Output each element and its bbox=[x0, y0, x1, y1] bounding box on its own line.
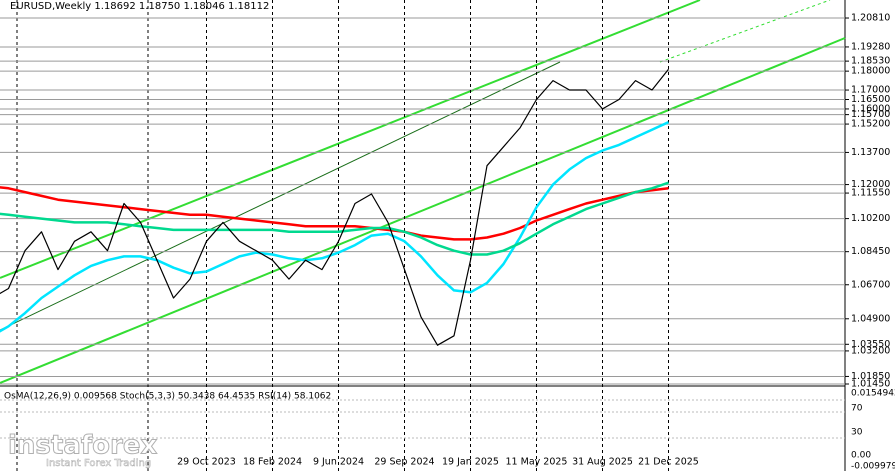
x-tick-label: 9 Jun 2024 bbox=[313, 457, 364, 468]
x-tick-label: 31 Aug 2025 bbox=[572, 457, 633, 468]
indicator-text: OsMA(12,26,9) 0.009568 Stoch(5,3,3) 50.3… bbox=[4, 392, 331, 402]
channel-line bbox=[0, 0, 701, 279]
y-tick-label: 1.06700 bbox=[851, 279, 890, 290]
y-tick-label: 1.19280 bbox=[851, 41, 890, 52]
y-tick-label: 1.13700 bbox=[851, 147, 890, 158]
channel-line bbox=[0, 61, 561, 331]
sub-axis-label: 30 bbox=[851, 428, 863, 438]
y-tick-label: 1.15200 bbox=[851, 119, 890, 130]
x-tick-label: 21 Dec 2025 bbox=[638, 457, 699, 468]
y-tick-label: 1.01450 bbox=[851, 379, 890, 390]
channel-extension bbox=[659, 0, 831, 63]
grid bbox=[0, 0, 845, 471]
sub-panel-levels bbox=[0, 399, 845, 439]
y-tick-label: 1.18000 bbox=[851, 66, 890, 77]
x-tick-label: 19 Jan 2025 bbox=[442, 457, 499, 468]
y-tick-label: 1.03550 bbox=[851, 339, 890, 350]
sub-axis-label: 0.0154942 bbox=[851, 389, 895, 399]
x-tick-label: 18 Feb 2024 bbox=[243, 457, 302, 468]
channel-line bbox=[0, 37, 846, 384]
sub-axis-label: -0.009979 bbox=[851, 462, 895, 471]
y-tick-label: 1.11550 bbox=[851, 188, 890, 199]
price-line bbox=[0, 68, 669, 346]
moving-average bbox=[0, 186, 669, 241]
y-tick-label: 1.08450 bbox=[851, 246, 890, 257]
y-tick-label: 1.12000 bbox=[851, 179, 890, 190]
x-tick-label: 11 May 2025 bbox=[506, 457, 568, 468]
chart-title: EURUSD,Weekly 1.18692 1.18750 1.18046 1.… bbox=[10, 1, 269, 12]
plot bbox=[0, 68, 670, 346]
y-tick-label: 1.10200 bbox=[851, 213, 890, 224]
y-tick-label: 1.15700 bbox=[851, 109, 890, 120]
y-tick-label: 1.20810 bbox=[851, 13, 890, 24]
x-tick-label: 29 Sep 2024 bbox=[374, 457, 434, 468]
y-tick-label: 1.16000 bbox=[851, 103, 890, 114]
moving-average bbox=[0, 181, 669, 256]
y-tick-label: 1.04900 bbox=[851, 313, 890, 324]
y-tick-label: 1.18530 bbox=[851, 56, 890, 67]
y-tick-label: 1.03200 bbox=[851, 345, 890, 356]
y-tick-label: 1.17000 bbox=[851, 85, 890, 96]
x-tick-label: 29 Oct 2023 bbox=[177, 457, 236, 468]
watermark: instaforex bbox=[8, 431, 158, 461]
sub-axis-label: 70 bbox=[851, 404, 863, 414]
sub-axis-label: 0.00 bbox=[851, 451, 871, 461]
y-tick-label: 1.01850 bbox=[851, 371, 890, 382]
watermark-sub: Instant Forex Trading bbox=[46, 458, 151, 469]
y-tick-label: 1.16500 bbox=[851, 94, 890, 105]
